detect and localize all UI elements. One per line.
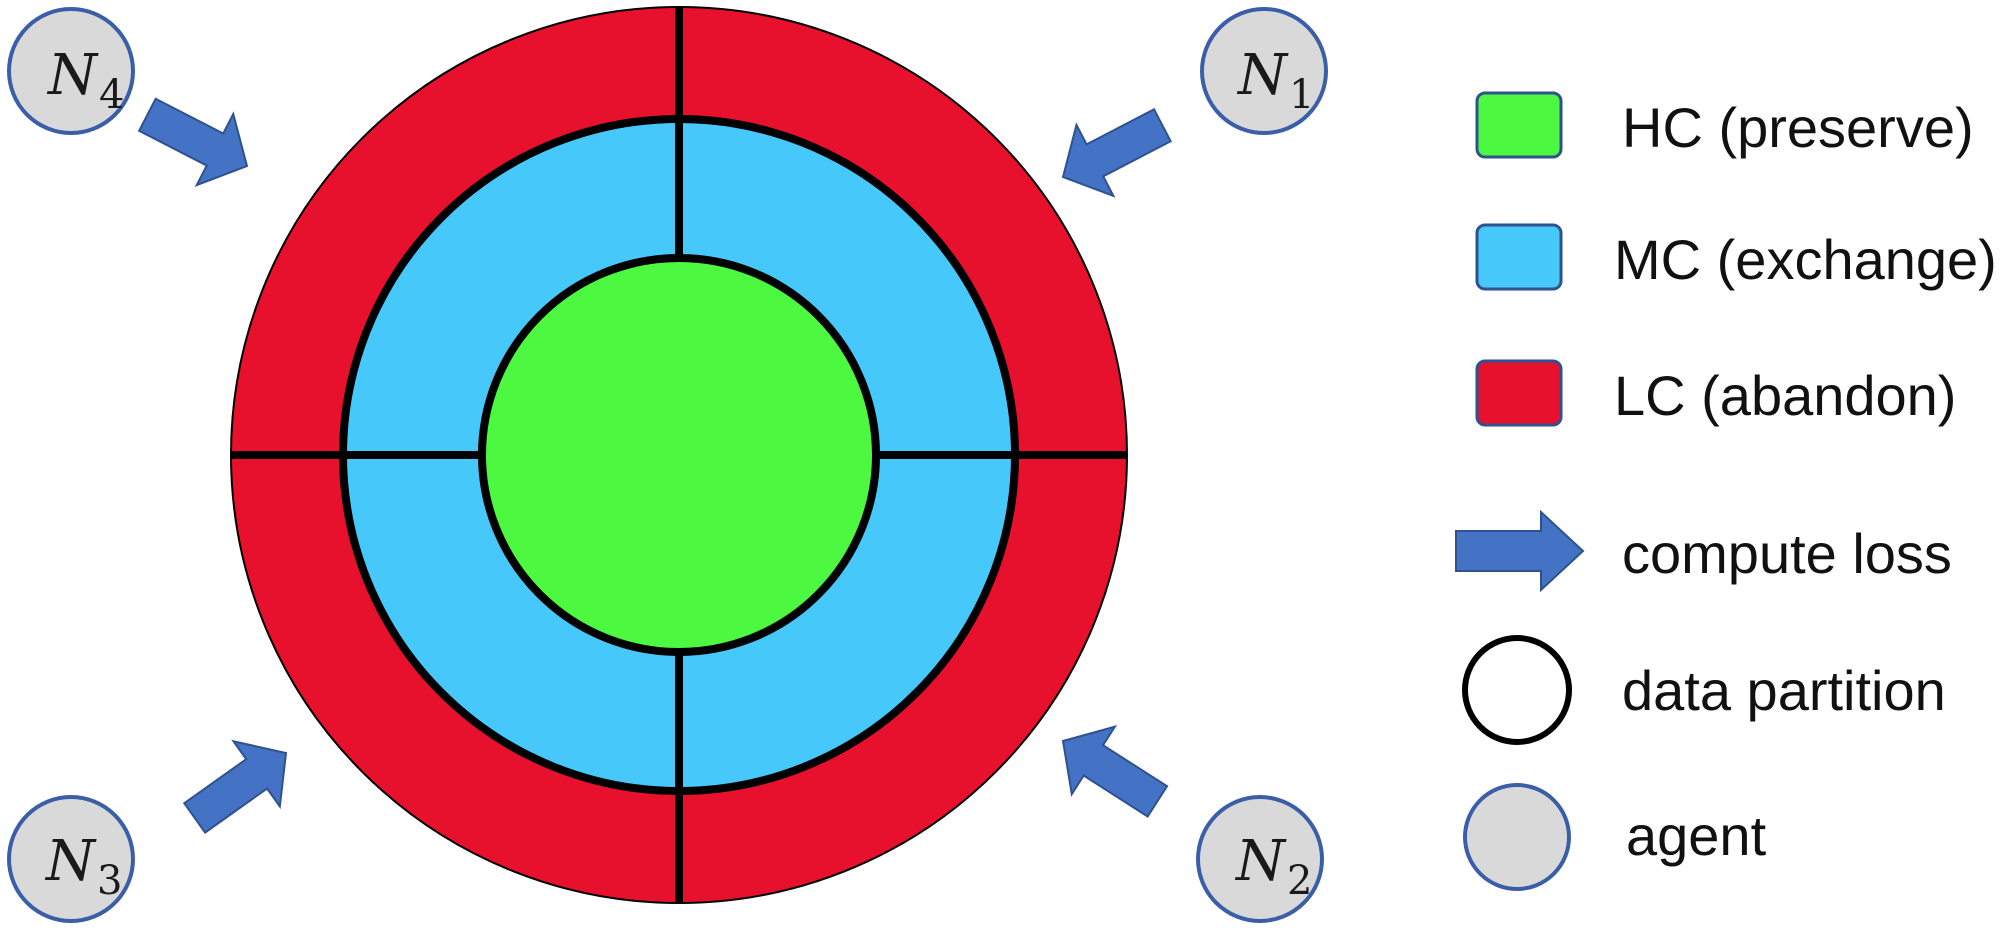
hc-core [478,254,880,656]
legend-partition-icon [1462,635,1572,745]
agent-n2-label: N2 [1234,829,1312,904]
legend-mc-label: MC (exchange) [1614,228,1997,291]
agent-n2-subscript: 2 [1287,858,1312,904]
agent-n1-label: N1 [1236,43,1314,118]
agent-n1-circle [1200,7,1328,135]
legend-partition-label: data partition [1622,659,1946,722]
agent-n2: N2 [1196,795,1324,923]
arrow-n1 [1061,107,1173,198]
agent-n2-circle [1196,795,1324,923]
arrow-n3 [182,739,288,834]
agent-n4-label: N4 [46,43,124,118]
legend-agent-icon [1463,783,1571,891]
agent-n3-circle [7,795,135,923]
agent-n4-symbol: N [46,43,99,108]
arrow-n4 [137,97,249,187]
arrows [137,97,1173,834]
agent-n3-label: N3 [44,829,122,904]
agent-n3-symbol: N [44,829,97,894]
agent-n3: N3 [7,795,135,923]
legend-arrow-icon [1455,509,1585,593]
agent-n4-subscript: 4 [99,72,124,118]
partition-diagram [230,6,1128,904]
legend-mc-swatch [1475,223,1563,291]
agent-n1: N1 [1200,7,1328,135]
agent-n4-circle [7,7,135,135]
agent-n1-subscript: 1 [1289,72,1314,118]
legend-hc-swatch [1475,91,1563,159]
agent-n1-symbol: N [1236,43,1289,108]
agent-n2-symbol: N [1234,829,1287,894]
legend: HC (preserve) MC (exchange) LC (abandon)… [1455,91,1997,891]
agent-n4: N4 [7,7,135,135]
agent-n3-subscript: 3 [97,858,122,904]
legend-lc-label: LC (abandon) [1614,364,1956,427]
legend-arrow-label: compute loss [1622,522,1952,585]
arrow-n2 [1061,725,1169,818]
legend-agent-label: agent [1626,804,1767,867]
legend-lc-swatch [1475,359,1563,427]
legend-hc-label: HC (preserve) [1622,96,1974,159]
